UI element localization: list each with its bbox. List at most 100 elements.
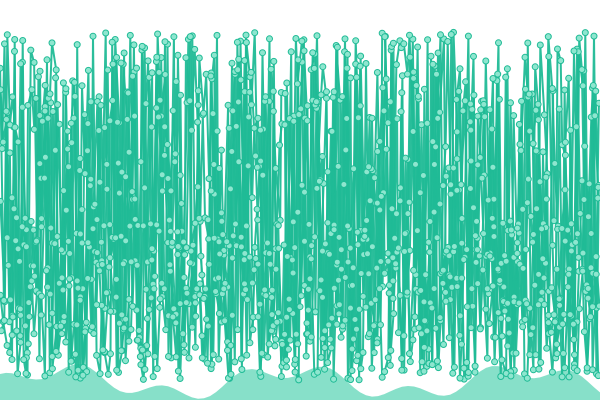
data-point	[355, 305, 363, 313]
data-point	[275, 244, 283, 252]
data-point	[319, 247, 326, 255]
data-point	[167, 187, 175, 195]
data-point	[365, 270, 373, 278]
data-point	[344, 258, 352, 266]
data-point	[554, 45, 561, 53]
data-point	[183, 244, 190, 252]
data-point	[64, 237, 72, 245]
data-point	[52, 348, 60, 355]
data-point	[303, 319, 311, 327]
data-point	[156, 96, 164, 104]
data-point	[290, 117, 298, 125]
data-point	[389, 294, 397, 302]
data-point	[433, 70, 440, 78]
data-point	[231, 358, 239, 366]
data-point	[220, 285, 228, 293]
data-point	[36, 160, 44, 168]
data-point	[567, 220, 575, 228]
data-point	[500, 283, 508, 291]
data-point	[283, 79, 291, 87]
data-point	[81, 328, 89, 336]
data-point	[259, 49, 266, 57]
data-point	[30, 262, 37, 270]
data-point	[134, 336, 142, 344]
data-point	[453, 128, 461, 136]
data-point	[191, 299, 199, 307]
data-point	[323, 94, 330, 102]
data-point	[197, 252, 205, 260]
data-point	[418, 358, 426, 366]
data-point	[591, 112, 599, 120]
data-point	[96, 267, 103, 275]
data-point	[274, 309, 282, 317]
data-point	[423, 119, 431, 127]
data-point	[361, 232, 369, 240]
data-point	[198, 271, 206, 279]
data-point	[161, 71, 169, 78]
data-point	[195, 54, 203, 62]
data-point	[561, 237, 569, 245]
data-point	[397, 108, 405, 116]
data-point	[531, 63, 539, 71]
data-point	[297, 292, 305, 300]
data-point	[585, 180, 593, 188]
data-point	[278, 340, 286, 348]
data-point	[535, 270, 543, 278]
data-point	[470, 52, 477, 60]
data-point	[113, 54, 121, 61]
data-point	[155, 68, 163, 76]
data-point	[426, 218, 434, 225]
data-point	[524, 39, 532, 47]
data-point	[480, 230, 487, 238]
data-point	[460, 364, 468, 372]
data-point	[142, 100, 150, 108]
data-point	[366, 197, 374, 205]
data-point	[112, 275, 120, 283]
data-point	[521, 316, 529, 323]
data-point	[203, 315, 211, 323]
data-point	[422, 271, 430, 279]
data-point	[354, 114, 362, 122]
data-point	[470, 91, 478, 99]
data-point	[84, 147, 91, 155]
data-point	[158, 279, 166, 287]
data-point	[415, 324, 423, 332]
data-point	[144, 57, 152, 65]
data-point	[46, 290, 54, 298]
data-point	[330, 226, 338, 234]
data-point	[521, 53, 529, 61]
data-point	[180, 274, 188, 281]
data-point	[355, 376, 363, 384]
data-point	[120, 324, 128, 332]
data-point	[547, 328, 555, 336]
data-point	[306, 275, 314, 283]
data-point	[30, 59, 38, 66]
data-point	[445, 334, 453, 342]
data-point	[286, 336, 294, 344]
data-point	[352, 37, 360, 45]
data-point	[368, 243, 376, 251]
data-point	[170, 33, 178, 41]
data-point	[93, 216, 101, 224]
data-point	[483, 354, 491, 362]
data-point	[542, 195, 550, 203]
data-point	[194, 87, 202, 95]
data-point	[109, 97, 117, 104]
data-point	[455, 87, 463, 95]
data-point	[176, 375, 184, 382]
data-point	[335, 301, 343, 309]
data-point	[38, 215, 45, 223]
data-point	[161, 151, 168, 159]
data-point	[466, 118, 474, 126]
data-point	[178, 200, 185, 207]
data-point	[453, 283, 461, 291]
data-point	[171, 150, 179, 158]
data-point	[264, 353, 272, 361]
data-point	[564, 283, 572, 291]
data-point	[81, 111, 89, 119]
data-point	[356, 62, 364, 70]
data-point	[456, 331, 464, 339]
data-point	[486, 106, 494, 114]
data-point	[253, 163, 261, 171]
